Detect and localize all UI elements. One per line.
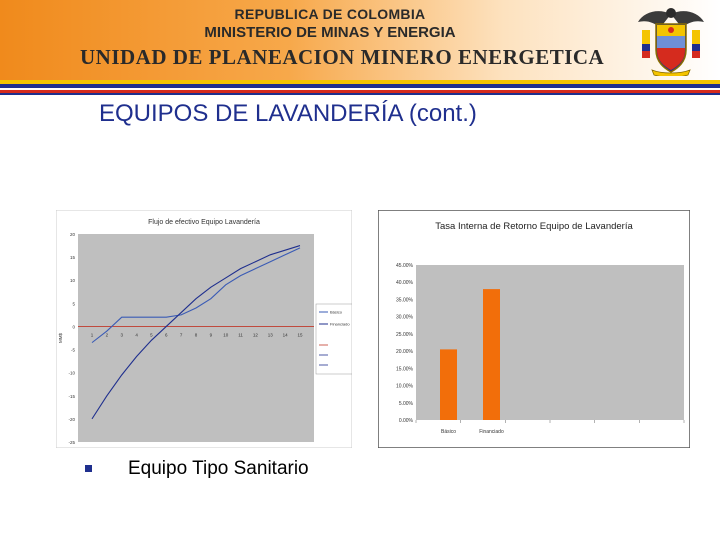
y-tick-label: 45.00%: [396, 263, 414, 269]
y-tick-label: 10.00%: [396, 384, 414, 390]
x-tick-label: 14: [283, 332, 289, 337]
x-tick-label: 11: [238, 332, 243, 337]
chart-legend: Básico Financiado: [315, 303, 352, 375]
x-tick-label: 4: [135, 332, 138, 337]
x-tick-label: 15: [297, 332, 303, 337]
bar-básico: [440, 349, 457, 420]
y-tick-label: 20: [70, 232, 76, 237]
x-tick-label: 13: [268, 332, 274, 337]
x-tick-label: 10: [223, 332, 229, 337]
square-bullet-icon: [85, 465, 92, 472]
y-tick-label: 20.00%: [396, 349, 414, 355]
header-line-unit: UNIDAD DE PLANEACION MINERO ENERGETICA: [80, 45, 605, 69]
stripe-red: [0, 90, 720, 93]
x-tick-label: 3: [120, 332, 123, 337]
series-line-2: [91, 245, 301, 420]
flag-stripes: [0, 80, 720, 96]
legend-label: Financiado: [330, 322, 350, 327]
plot-area: [78, 234, 314, 442]
stripe-white: [0, 88, 720, 90]
header-banner: REPUBLICA DE COLOMBIA MINISTERIO DE MINA…: [0, 0, 720, 80]
y-tick-label: 15: [70, 255, 76, 260]
y-tick-label: 5: [72, 301, 75, 306]
y-tick-label: -25: [68, 440, 75, 445]
y-tick-label: -5: [71, 348, 75, 353]
stripe-blue: [0, 84, 720, 88]
stripe-blue-2: [0, 93, 720, 95]
cash-flow-line-chart: Flujo de efectivo Equipo Lavandería -25 -2…: [56, 210, 352, 448]
plot-area: [416, 265, 684, 420]
x-tick-label: 7: [180, 332, 183, 337]
legend-box: [315, 303, 352, 375]
y-tick-label: -10: [68, 371, 75, 376]
x-tick-label: 1: [91, 332, 94, 337]
x-tick-label: 6: [165, 332, 168, 337]
y-tick-label: 25.00%: [396, 332, 414, 338]
slide-title: EQUIPOS DE LAVANDERÍA (cont.): [99, 100, 477, 127]
y-tick-label: 35.00%: [396, 297, 414, 303]
x-tick-label: 2: [106, 332, 109, 337]
irr-bar-chart: Tasa Interna de Retorno Equipo de Lavand…: [378, 210, 690, 448]
x-tick-label: 5: [150, 332, 153, 337]
y-tick-label: 40.00%: [396, 280, 414, 286]
chart-title: Flujo de efectivo Equipo Lavandería: [148, 219, 260, 226]
y-tick-label: 0: [72, 324, 75, 329]
legend-label: Básico: [330, 310, 343, 315]
y-tick-label: 10: [70, 278, 76, 283]
header-line-ministry: MINISTERIO DE MINAS Y ENERGIA: [204, 24, 456, 41]
x-tick-label: 12: [253, 332, 259, 337]
y-tick-label: 5.00%: [399, 401, 414, 407]
y-axis-label: MM$: [58, 333, 63, 343]
y-tick-label: 15.00%: [396, 366, 414, 372]
bullet-text: Equipo Tipo Sanitario: [128, 458, 309, 479]
y-tick-label: 30.00%: [396, 315, 414, 321]
y-tick-label: -15: [68, 394, 75, 399]
stripe-yellow: [0, 80, 720, 84]
x-tick-label: 9: [210, 332, 213, 337]
y-tick-label: 0.00%: [399, 418, 414, 424]
coat-of-arms-icon: [638, 8, 704, 76]
bar-financiado: [483, 289, 500, 420]
header-line-republic: REPUBLICA DE COLOMBIA: [234, 6, 426, 22]
chart-title: Tasa Interna de Retorno Equipo de Lavand…: [435, 221, 633, 232]
y-tick-label: -20: [68, 417, 75, 422]
x-tick-label: Básico: [441, 429, 456, 435]
series-line-1: [91, 247, 301, 344]
x-tick-label: Financiado: [479, 429, 504, 435]
x-tick-label: 8: [195, 332, 198, 337]
